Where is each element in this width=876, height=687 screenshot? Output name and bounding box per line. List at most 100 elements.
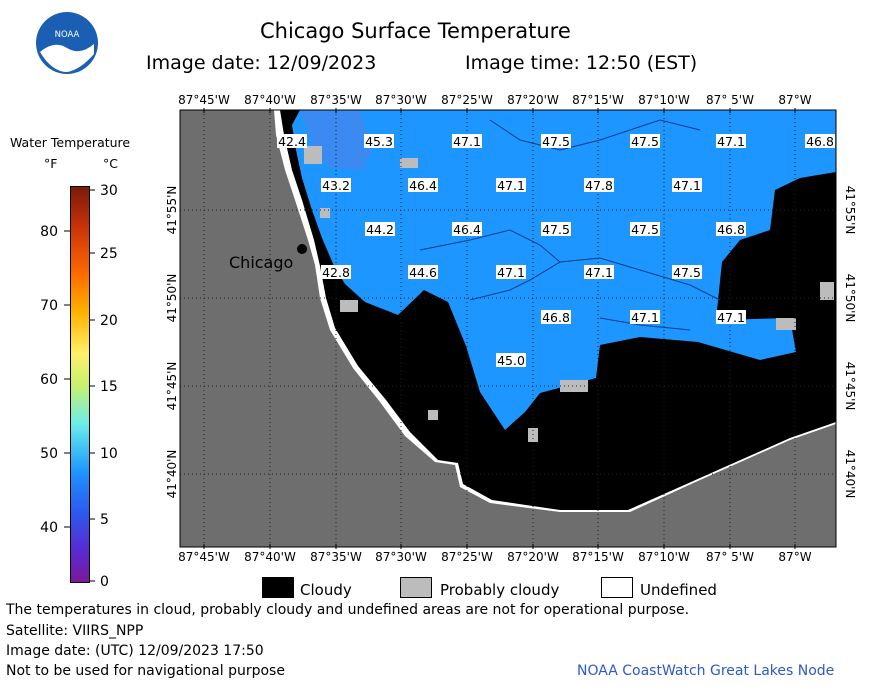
probably-cloudy-patch bbox=[320, 208, 330, 218]
temp-label-bg bbox=[672, 178, 702, 192]
city-label: Chicago bbox=[229, 253, 294, 272]
lon-label-bottom: 87°W bbox=[778, 550, 811, 564]
lon-label-top: 87°45'W bbox=[178, 93, 230, 107]
temp-label-bg bbox=[365, 222, 395, 236]
temp-label-bg bbox=[630, 310, 660, 324]
f-tick-label: 40 bbox=[40, 520, 58, 536]
credit: NOAA CoastWatch Great Lakes Node bbox=[577, 663, 835, 679]
axis-labels: 87°45'W 87°45'W 87°40'W 87°40'W 87°35'W 87°35… bbox=[165, 93, 857, 564]
lon-label-top: 87°W bbox=[778, 93, 811, 107]
colorbar-unit-f: °F bbox=[44, 156, 58, 171]
lon-label-top: 87°20'W bbox=[507, 93, 559, 107]
lon-label-bottom: 87°15'W bbox=[572, 550, 624, 564]
temp-label: 47.5 bbox=[631, 134, 659, 149]
temp-label: 47.1 bbox=[497, 178, 525, 193]
cloudy-swatch bbox=[262, 577, 294, 598]
temp-label-bg bbox=[496, 178, 526, 192]
temp-label-bg bbox=[496, 353, 526, 367]
lon-label-bottom: 87°25'W bbox=[441, 550, 493, 564]
probably-cloudy-patch bbox=[560, 380, 588, 392]
lon-label-bottom: 87°35'W bbox=[310, 550, 362, 564]
temp-label-bg bbox=[452, 134, 482, 148]
probably-cloudy-patch bbox=[528, 428, 538, 442]
isotherm-line bbox=[489, 119, 701, 151]
temp-label: 47.1 bbox=[497, 265, 525, 280]
temp-label: 43.2 bbox=[322, 178, 350, 193]
temp-label-bg bbox=[277, 134, 307, 148]
colorbar bbox=[70, 186, 90, 583]
temp-label: 45.0 bbox=[497, 353, 525, 368]
lat-label-left: 41°50'N bbox=[165, 274, 179, 323]
undefined-label: Undefined bbox=[640, 581, 717, 599]
temp-label: 47.1 bbox=[585, 265, 613, 280]
c-tick-label: 30 bbox=[100, 183, 118, 199]
temp-label-bg bbox=[584, 265, 614, 279]
lon-label-top: 87° 5'W bbox=[706, 93, 754, 107]
isotherm-line bbox=[559, 257, 721, 301]
temp-label: 42.8 bbox=[322, 265, 350, 280]
c-tick-label: 5 bbox=[100, 512, 109, 528]
temp-label-bg bbox=[408, 265, 438, 279]
lon-label-top: 87°25'W bbox=[441, 93, 493, 107]
utc-date: Image date: (UTC) 12/09/2023 17:50 bbox=[6, 643, 264, 659]
temp-label: 47.5 bbox=[673, 265, 701, 280]
temp-label-bg bbox=[716, 134, 746, 148]
c-tick-label: 25 bbox=[100, 246, 118, 262]
temp-label: 46.8 bbox=[542, 310, 570, 325]
temp-label: 45.3 bbox=[365, 134, 393, 149]
noaa-logo: NOAA bbox=[36, 12, 98, 74]
temp-label-bg bbox=[541, 222, 571, 236]
nav-warning: Not to be used for navigational purpose bbox=[6, 663, 285, 679]
temp-label: 47.8 bbox=[585, 178, 613, 193]
temp-label: 44.2 bbox=[366, 222, 394, 237]
temp-label-bg bbox=[716, 222, 746, 236]
f-tick-label: 80 bbox=[40, 224, 58, 240]
temp-label-bg bbox=[541, 134, 571, 148]
temp-label: 46.8 bbox=[717, 222, 745, 237]
temp-label-bg bbox=[630, 134, 660, 148]
image-date: Image date: 12/09/2023 bbox=[146, 52, 377, 74]
probably-cloudy-patch bbox=[400, 158, 418, 168]
lat-label-left: 41°40'N bbox=[165, 450, 179, 499]
temp-label: 42.4 bbox=[278, 134, 306, 149]
temp-label: 47.1 bbox=[717, 134, 745, 149]
noaa-logo-text: NOAA bbox=[55, 30, 80, 40]
temp-label-bg bbox=[496, 265, 526, 279]
lat-label-right: 41°55'N bbox=[843, 186, 857, 235]
temp-label-bg bbox=[630, 222, 660, 236]
lon-label-top: 87°35'W bbox=[310, 93, 362, 107]
c-tick-label: 10 bbox=[100, 446, 118, 462]
probably-cloudy-patch bbox=[776, 318, 796, 330]
disclaimer: The temperatures in cloud, probably clou… bbox=[6, 602, 690, 618]
lon-label-top: 87°10'W bbox=[638, 93, 690, 107]
lon-label-bottom: 87°45'W bbox=[178, 550, 230, 564]
temp-label-bg bbox=[452, 222, 482, 236]
temp-label-bg bbox=[584, 178, 614, 192]
temp-label-bg bbox=[364, 134, 394, 148]
c-tick-label: 0 bbox=[100, 574, 109, 590]
probably-cloudy-label: Probably cloudy bbox=[440, 581, 560, 599]
lon-label-bottom: 87°40'W bbox=[244, 550, 296, 564]
lat-label-right: 41°45'N bbox=[843, 362, 857, 411]
temp-label: 44.6 bbox=[409, 265, 437, 280]
temp-label-bg bbox=[672, 265, 702, 279]
water-nearshore bbox=[300, 110, 372, 170]
temp-label: 46.4 bbox=[453, 222, 481, 237]
probably-cloudy-patch bbox=[820, 282, 834, 300]
map-frame bbox=[179, 109, 837, 548]
f-tick-label: 60 bbox=[40, 372, 58, 388]
chicago-marker bbox=[297, 244, 307, 254]
temp-label-bg bbox=[408, 178, 438, 192]
colorbar-title: Water Temperature bbox=[10, 135, 131, 150]
undefined-swatch bbox=[601, 577, 633, 598]
temp-label-bg bbox=[321, 178, 351, 192]
colorbar-unit-c: °C bbox=[103, 156, 118, 171]
map-title: Chicago Surface Temperature bbox=[260, 19, 571, 43]
lon-label-top: 87°30'W bbox=[375, 93, 427, 107]
lat-label-left: 41°55'N bbox=[165, 186, 179, 235]
temp-label: 47.1 bbox=[453, 134, 481, 149]
lon-label-bottom: 87°10'W bbox=[638, 550, 690, 564]
f-tick-label: 70 bbox=[40, 298, 58, 314]
temp-label: 46.4 bbox=[409, 178, 437, 193]
